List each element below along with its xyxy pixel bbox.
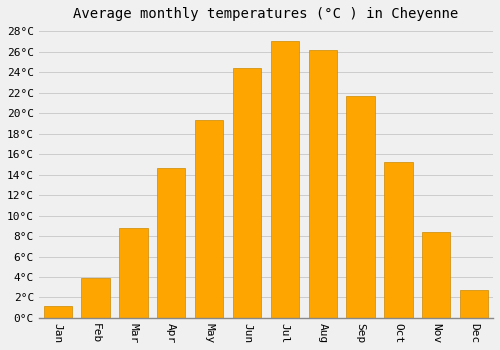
- Bar: [422, 232, 450, 318]
- Bar: [195, 120, 224, 318]
- Bar: [82, 278, 110, 318]
- Bar: [44, 306, 72, 318]
- Title: Average monthly temperatures (°C ) in Cheyenne: Average monthly temperatures (°C ) in Ch…: [74, 7, 458, 21]
- Bar: [157, 168, 186, 318]
- Bar: [346, 96, 375, 318]
- Bar: [460, 290, 488, 318]
- Bar: [308, 50, 337, 318]
- Bar: [119, 228, 148, 318]
- Bar: [270, 41, 299, 318]
- Bar: [233, 68, 261, 318]
- Bar: [384, 162, 412, 318]
